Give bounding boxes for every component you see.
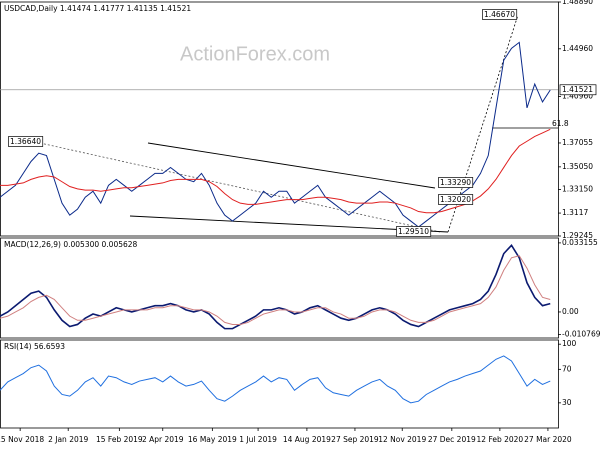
series-line: [0, 243, 551, 330]
panel-frame: [0, 237, 559, 339]
x-tick-label: 15 Feb 2019: [96, 435, 143, 444]
x-tick-label: 1 Jul 2019: [239, 435, 277, 444]
chart-title: USDCAD,Daily 1.41474 1.41777 1.41135 1.4…: [4, 4, 191, 13]
y-tick-label: 1.35050: [562, 162, 593, 171]
annotation: 61.8: [552, 119, 569, 128]
annotation-box: [8, 136, 44, 147]
x-tick-label: 27 Sep 2019: [331, 435, 379, 444]
y-tick-label: 1.3117: [562, 208, 588, 217]
trend-line: [147, 142, 436, 189]
trend-line: [129, 215, 449, 233]
last-price-label: 1.41521: [562, 85, 593, 94]
y-tick-label: 30: [562, 398, 572, 407]
y-tick-label: -0.010769: [562, 329, 600, 338]
x-tick-label: 2 Jan 2019: [48, 435, 88, 444]
annotation: 1.36640: [10, 137, 41, 146]
y-tick-label: 1.44960: [562, 44, 593, 53]
trend-line: [39, 142, 441, 233]
annotation: 1.29510: [398, 227, 429, 236]
x-tick-label: 12 Feb 2020: [477, 435, 524, 444]
y-tick-label: 1.40960: [562, 91, 593, 100]
x-tick-label: 16 May 2019: [188, 435, 237, 444]
y-tick-label: 0.00: [562, 307, 579, 316]
y-tick-label: 1.29245: [562, 231, 593, 240]
y-tick-label: 1.33150: [562, 184, 593, 193]
y-tick-label: 100: [562, 339, 577, 348]
y-tick-label: 1.48890: [562, 0, 593, 6]
annotation-box: [438, 194, 474, 205]
annotation: 1.46670: [484, 10, 515, 19]
y-tick-label: 0.033155: [562, 238, 598, 247]
x-tick-label: 2 Apr 2019: [142, 435, 184, 444]
x-tick-label: 27 Mar 2020: [524, 435, 572, 444]
x-tick-label: 12 Nov 2019: [378, 435, 426, 444]
y-tick-label: 1.37055: [562, 138, 593, 147]
annotation: 1.33290: [440, 178, 471, 187]
panel-frame: [0, 1, 559, 237]
annotation: 1.32020: [440, 195, 471, 204]
rsi-title: RSI(14) 56.6593: [4, 342, 65, 351]
panel-frame: [0, 339, 559, 429]
x-tick-label: 27 Dec 2019: [428, 435, 476, 444]
annotation-box: [482, 9, 518, 20]
series-line: [0, 355, 551, 404]
last-price-box: [559, 84, 597, 96]
macd-title: MACD(12,26,9) 0.005300 0.005628: [4, 240, 138, 249]
series-line: [0, 128, 551, 214]
x-tick-label: 14 Aug 2019: [283, 435, 331, 444]
annotation-box: [438, 177, 474, 188]
watermark: ActionForex.com: [180, 43, 330, 65]
x-tick-label: 15 Nov 2018: [0, 435, 44, 444]
annotation-box: [396, 226, 432, 237]
y-tick-label: 70: [562, 364, 572, 373]
series-line: [0, 255, 551, 325]
